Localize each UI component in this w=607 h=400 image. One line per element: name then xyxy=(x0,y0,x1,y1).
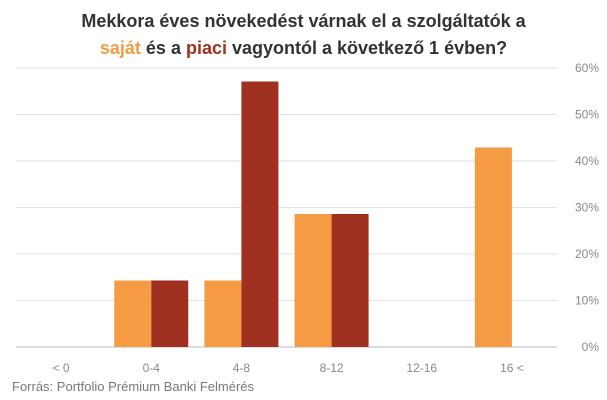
bar-sajat xyxy=(294,214,332,347)
x-tick-label: 12-16 xyxy=(406,361,437,375)
bar-piaci xyxy=(151,280,189,347)
x-tick-labels: < 0 0-4 4-8 8-12 12-16 16 < xyxy=(53,361,524,375)
bar-sajat xyxy=(204,280,242,347)
y-tick-label: 10% xyxy=(575,294,599,308)
title-connector: és a xyxy=(140,38,186,58)
x-tick-label: < 0 xyxy=(53,361,70,375)
source-note: Forrás: Portfolio Prémium Banki Felmérés xyxy=(12,379,255,394)
x-tick-label: 16 < xyxy=(500,361,524,375)
y-tick-label: 40% xyxy=(575,154,599,168)
title-line-2: saját és a piaci vagyontól a következő 1… xyxy=(0,35,607,62)
title-series-piaci: piaci xyxy=(185,38,227,58)
bar-sajat xyxy=(474,147,512,347)
y-tick-label: 0% xyxy=(582,340,600,354)
x-tick-label: 8-12 xyxy=(320,361,344,375)
title-rest: vagyontól a következő 1 évben? xyxy=(227,38,508,58)
gridlines xyxy=(16,67,557,348)
y-tick-labels: 0% 10% 20% 30% 40% 50% 60% xyxy=(575,61,599,354)
title-series-sajat: saját xyxy=(99,38,141,58)
y-tick-label: 20% xyxy=(575,247,599,261)
bars xyxy=(114,81,512,348)
bar-sajat xyxy=(114,280,152,347)
bar-piaci xyxy=(241,81,279,348)
bar-piaci xyxy=(331,214,369,347)
y-tick-label: 60% xyxy=(575,61,599,75)
x-tick-label: 0-4 xyxy=(143,361,161,375)
y-tick-label: 50% xyxy=(575,108,599,122)
title-line-1: Mekkora éves növekedést várnak el a szol… xyxy=(81,11,526,31)
y-tick-label: 30% xyxy=(575,201,599,215)
x-tick-label: 4-8 xyxy=(233,361,251,375)
chart-title: Mekkora éves növekedést várnak el a szol… xyxy=(0,8,607,62)
